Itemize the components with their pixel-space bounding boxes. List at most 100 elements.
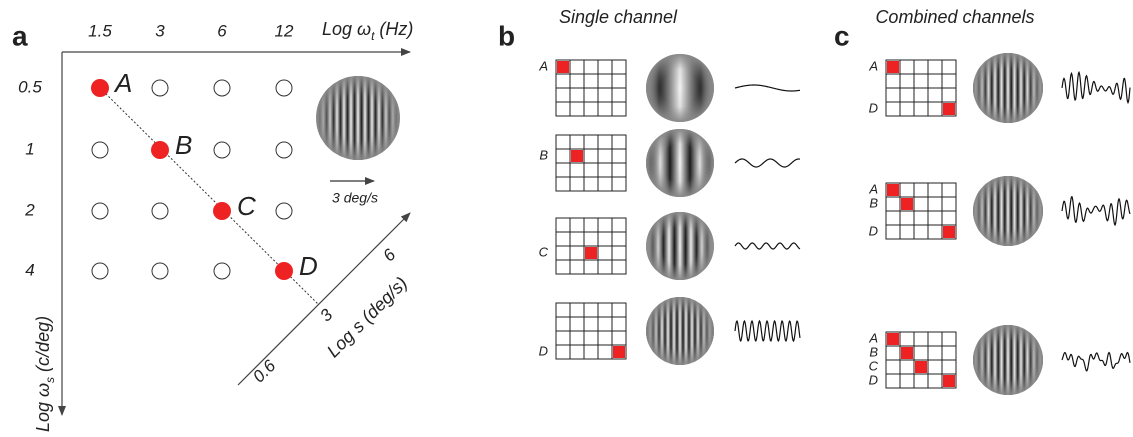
grid-cell [598,88,612,102]
grid-cell [570,232,584,246]
grid-cell [556,149,570,163]
grid-cell [570,246,584,260]
grid-cell [914,374,928,388]
axis-title-text: Log ω [322,19,371,39]
grid-cell [914,88,928,102]
grid-cell [570,260,584,274]
waveform [735,159,800,167]
grid-cell [556,74,570,88]
tick-label: 6 [379,245,400,266]
grid-cell [914,60,928,74]
grid-cell [556,135,570,149]
grid-cell [886,74,900,88]
grid-cell [914,183,928,197]
grid-cell [886,360,900,374]
grid-cell [886,346,900,360]
grid-cell [942,74,956,88]
grid-cell [584,317,598,331]
grid-cell [556,218,570,232]
row-label: C [869,358,879,373]
row-label: B [869,344,878,359]
grid-cell [612,88,626,102]
grating-envelope [646,297,714,365]
grid-node [152,80,168,96]
grid-cell [900,102,914,116]
grid-cell [928,225,942,239]
grid-cell [900,211,914,225]
grid-cell [928,211,942,225]
grid-cell [598,163,612,177]
grid-cell [584,177,598,191]
grid-cell [914,74,928,88]
panel-title: Single channel [559,7,678,27]
axis-title-unit: (c/deg) [33,316,53,372]
grid-cell [928,60,942,74]
grid-cell [942,346,956,360]
grid-cell [612,317,626,331]
grid-cell [612,218,626,232]
grid-node [276,80,292,96]
grid-cell [570,317,584,331]
grid-cell [612,177,626,191]
grid-cell [598,135,612,149]
active-cell [887,184,899,196]
row-label: B [539,147,548,162]
axis-title-subscript: t [371,29,375,43]
grid-cell [928,346,942,360]
grid-cell [928,332,942,346]
grid-cell [584,163,598,177]
grid-cell [570,60,584,74]
grid-node [276,142,292,158]
grid-node [92,263,108,279]
grid-cell [584,232,598,246]
grid-cell [584,303,598,317]
active-cell [915,361,927,373]
grid-cell [584,102,598,116]
row-label: D [539,343,548,358]
tick-label: 1 [25,139,34,158]
tick-label: 2 [24,200,35,219]
row-label: A [868,330,878,345]
grid-cell [886,225,900,239]
channel-point [151,141,169,159]
grid-cell [900,360,914,374]
grid-cell [598,149,612,163]
grid-cell [584,74,598,88]
tick-label: 3 [316,305,337,326]
grid-cell [584,331,598,345]
row-label: A [538,58,548,73]
row-label: D [869,223,878,238]
panel-label: a [12,20,28,51]
point-label: D [299,251,318,281]
row-label: D [869,372,878,387]
waveform [1062,72,1130,102]
grid-cell [900,225,914,239]
channel-point [275,262,293,280]
row-label: D [869,100,878,115]
grid-node [152,263,168,279]
tick-label: 0.5 [18,77,42,96]
grid-cell [612,303,626,317]
row-label: B [869,195,878,210]
active-cell [887,61,899,73]
grid-cell [914,102,928,116]
waveform [735,85,800,91]
grid-cell [612,232,626,246]
grid-cell [942,197,956,211]
grid-cell [556,260,570,274]
grid-cell [612,149,626,163]
active-cell [557,61,569,73]
axis-title: Log ωt(Hz) [322,19,413,43]
grid-cell [886,211,900,225]
grid-cell [598,345,612,359]
figure: a1.536120.5124Log ωt(Hz)Log ωs(c/deg)ABC… [0,0,1133,437]
grid-cell [556,246,570,260]
grating-envelope [646,129,714,197]
active-cell [571,150,583,162]
grid-cell [900,374,914,388]
grid-cell [584,60,598,74]
grid-cell [584,88,598,102]
grid-cell [556,163,570,177]
waveform [735,243,800,249]
grating-envelope [316,76,400,160]
